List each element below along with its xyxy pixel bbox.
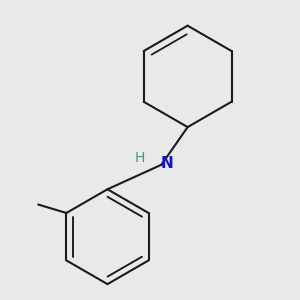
Text: H: H [135, 151, 146, 165]
Text: N: N [161, 156, 174, 171]
